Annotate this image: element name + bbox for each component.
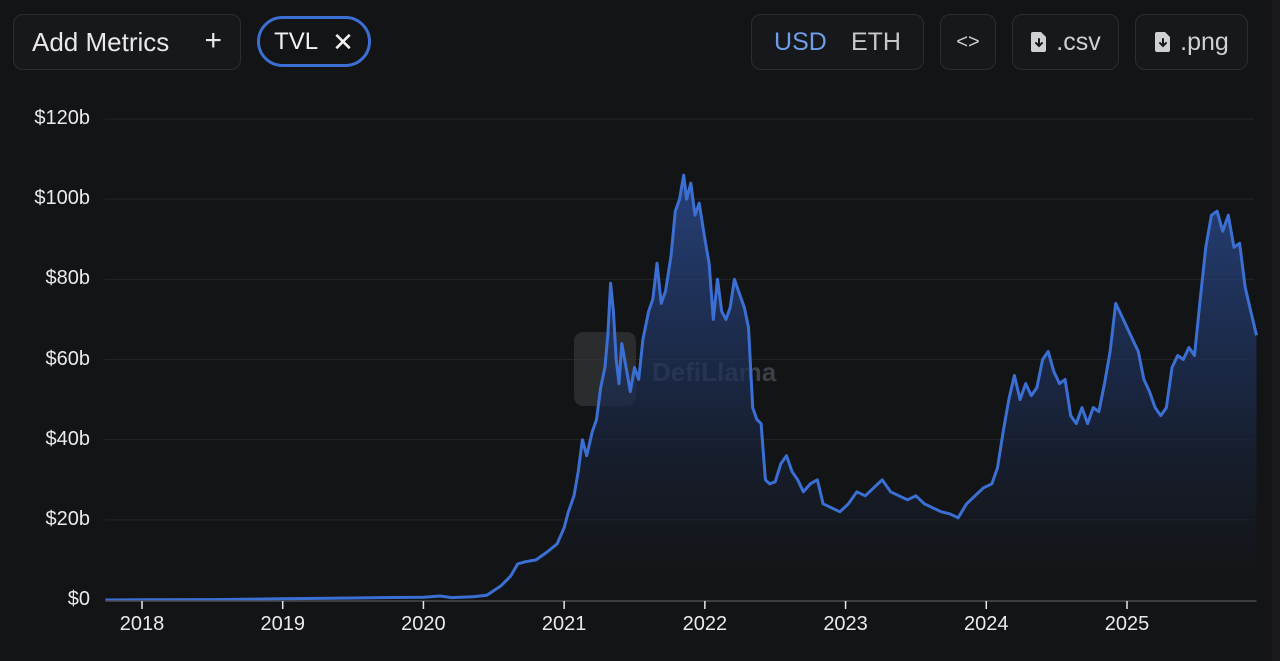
- panel-edge: [1272, 0, 1280, 661]
- download-csv-label: .csv: [1056, 27, 1101, 56]
- y-axis-label: $40b: [45, 427, 91, 450]
- tvl-area-fill: [105, 175, 1257, 600]
- download-csv-button[interactable]: .csv: [1012, 14, 1119, 70]
- plus-icon: +: [204, 23, 222, 57]
- close-icon[interactable]: ✕: [332, 26, 354, 57]
- y-axis-label: $100b: [34, 187, 90, 210]
- add-metrics-button[interactable]: Add Metrics +: [13, 14, 241, 70]
- tvl-line: [105, 173, 1258, 602]
- y-axis-label: $80b: [45, 267, 91, 290]
- file-download-icon: [1031, 32, 1047, 52]
- download-png-button[interactable]: .png: [1135, 14, 1248, 70]
- embed-button[interactable]: <>: [940, 14, 996, 70]
- x-axis-label: 2025: [1104, 613, 1150, 635]
- x-axis-label: 2021: [541, 613, 587, 635]
- file-download-icon: [1155, 32, 1171, 52]
- x-axis-label: 2019: [260, 613, 305, 635]
- y-axis-label: $120b: [34, 107, 90, 129]
- y-axis-label: $20b: [45, 507, 91, 530]
- add-metrics-label: Add Metrics: [32, 26, 170, 57]
- code-icon: <>: [956, 30, 980, 53]
- metric-chip-label: TVL: [274, 27, 319, 55]
- metric-chip-tvl[interactable]: TVL ✕: [257, 16, 371, 67]
- x-axis-label: 2023: [823, 613, 868, 635]
- x-axis-label: 2020: [401, 613, 446, 635]
- x-axis-label: 2022: [682, 613, 728, 635]
- currency-option-usd[interactable]: USD: [774, 27, 827, 56]
- x-axis-label: 2024: [964, 613, 1009, 635]
- download-png-label: .png: [1180, 27, 1229, 56]
- chart-toolbar: Add Metrics + TVL ✕ USD ETH <> .csv .png: [0, 0, 1280, 90]
- y-axis-label: $60b: [45, 347, 91, 370]
- currency-option-eth[interactable]: ETH: [850, 27, 901, 56]
- y-axis-label: $0: [67, 588, 90, 610]
- x-axis-ticks: [141, 601, 1128, 609]
- currency-toggle: USD ETH: [751, 14, 924, 70]
- x-axis-label: 2018: [119, 613, 165, 635]
